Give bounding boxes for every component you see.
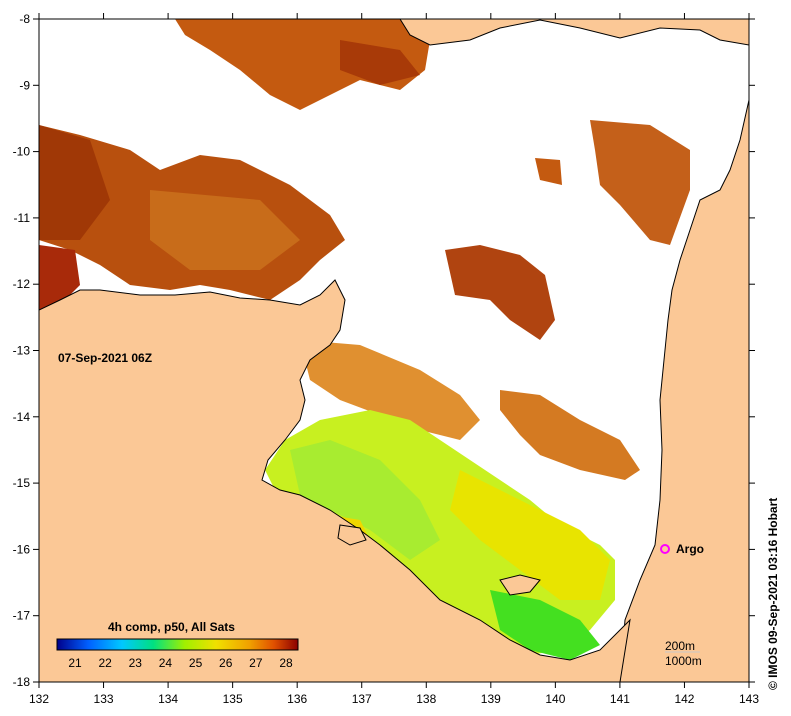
- colorbar-tick-label: 25: [189, 656, 203, 670]
- isobath-200-label: 200m: [665, 639, 695, 653]
- sst-patch-gulf-yellow: [450, 470, 610, 600]
- sst-patch-west-south: [39, 245, 80, 310]
- colorbar: 4h comp, p50, All Sats 21 22 23 24 25 26 27 28: [56, 620, 299, 670]
- argo-label: Argo: [676, 542, 704, 556]
- land-cape-york: [619, 99, 749, 682]
- lat-tick-label: -17: [13, 609, 31, 623]
- colorbar-ticks: 21 22 23 24 25 26 27 28: [68, 656, 293, 670]
- sst-patch-east-3: [500, 390, 640, 480]
- sst-patch-gulf-green: [290, 440, 440, 560]
- sst-patch-west-dark: [39, 125, 110, 240]
- lat-tick-label: -13: [13, 344, 31, 358]
- colorbar-gradient: [56, 638, 299, 651]
- lon-tick-label: 141: [610, 692, 630, 706]
- lat-tick-label: -12: [13, 277, 31, 291]
- lat-tick-label: -11: [14, 211, 31, 225]
- lat-tick-label: -14: [13, 410, 31, 424]
- timestamp-label: 07-Sep-2021 06Z: [58, 351, 152, 365]
- lon-tick-label: 137: [352, 692, 372, 706]
- lon-tick-label: 136: [287, 692, 307, 706]
- isobath-1000-label: 1000m: [665, 654, 702, 668]
- colorbar-tick-label: 21: [68, 656, 82, 670]
- colorbar-tick-label: 24: [159, 656, 173, 670]
- sst-patch-west-light: [150, 190, 300, 270]
- sst-patch-east-4: [535, 158, 562, 185]
- lon-tick-label: 132: [29, 692, 49, 706]
- colorbar-tick-label: 27: [249, 656, 263, 670]
- lon-tick-label: 142: [674, 692, 694, 706]
- lon-tick-label: 139: [481, 692, 501, 706]
- sst-patch-gulf-north: [300, 340, 480, 440]
- lat-tick-label: -8: [19, 12, 30, 26]
- lon-tick-label: 140: [545, 692, 565, 706]
- argo-marker-icon[interactable]: [660, 544, 670, 554]
- lat-tick-label: -10: [13, 145, 31, 159]
- colorbar-title: 4h comp, p50, All Sats: [108, 620, 235, 634]
- lat-tick-label: -9: [19, 78, 30, 92]
- land-layer: [39, 19, 749, 682]
- lon-tick-label: 134: [158, 692, 178, 706]
- sst-patch-east-2: [445, 245, 555, 340]
- land-small-island: [337, 524, 367, 546]
- sst-patch-gulf-bright: [490, 590, 600, 660]
- imos-credit: © IMOS 09-Sep-2021 03:16 Hobart: [766, 497, 780, 690]
- lon-axis: 132 133 134 135 136 137 138 139 140 141 142 143: [29, 13, 759, 706]
- lon-tick-label: 138: [416, 692, 436, 706]
- sst-patch-east-1: [590, 120, 690, 245]
- colorbar-tick-label: 26: [219, 656, 233, 670]
- lon-tick-label: 133: [94, 692, 114, 706]
- land-new-guinea: [399, 19, 749, 46]
- lat-axis: -8 -9 -10 -11 -12 -13 -14 -15 -16 -17 -18: [13, 12, 755, 689]
- land-gulf-island: [499, 574, 541, 596]
- sst-patch-north: [175, 19, 430, 110]
- lon-tick-label: 143: [739, 692, 759, 706]
- colorbar-tick-label: 22: [98, 656, 112, 670]
- sst-patch-north-dark: [340, 40, 420, 85]
- colorbar-tick-label: 28: [279, 656, 293, 670]
- lat-tick-label: -16: [13, 542, 31, 556]
- lat-tick-label: -18: [13, 675, 31, 689]
- lon-tick-label: 135: [223, 692, 243, 706]
- lat-tick-label: -15: [13, 476, 31, 490]
- colorbar-tick-label: 23: [129, 656, 143, 670]
- land-arnhem: [39, 279, 631, 682]
